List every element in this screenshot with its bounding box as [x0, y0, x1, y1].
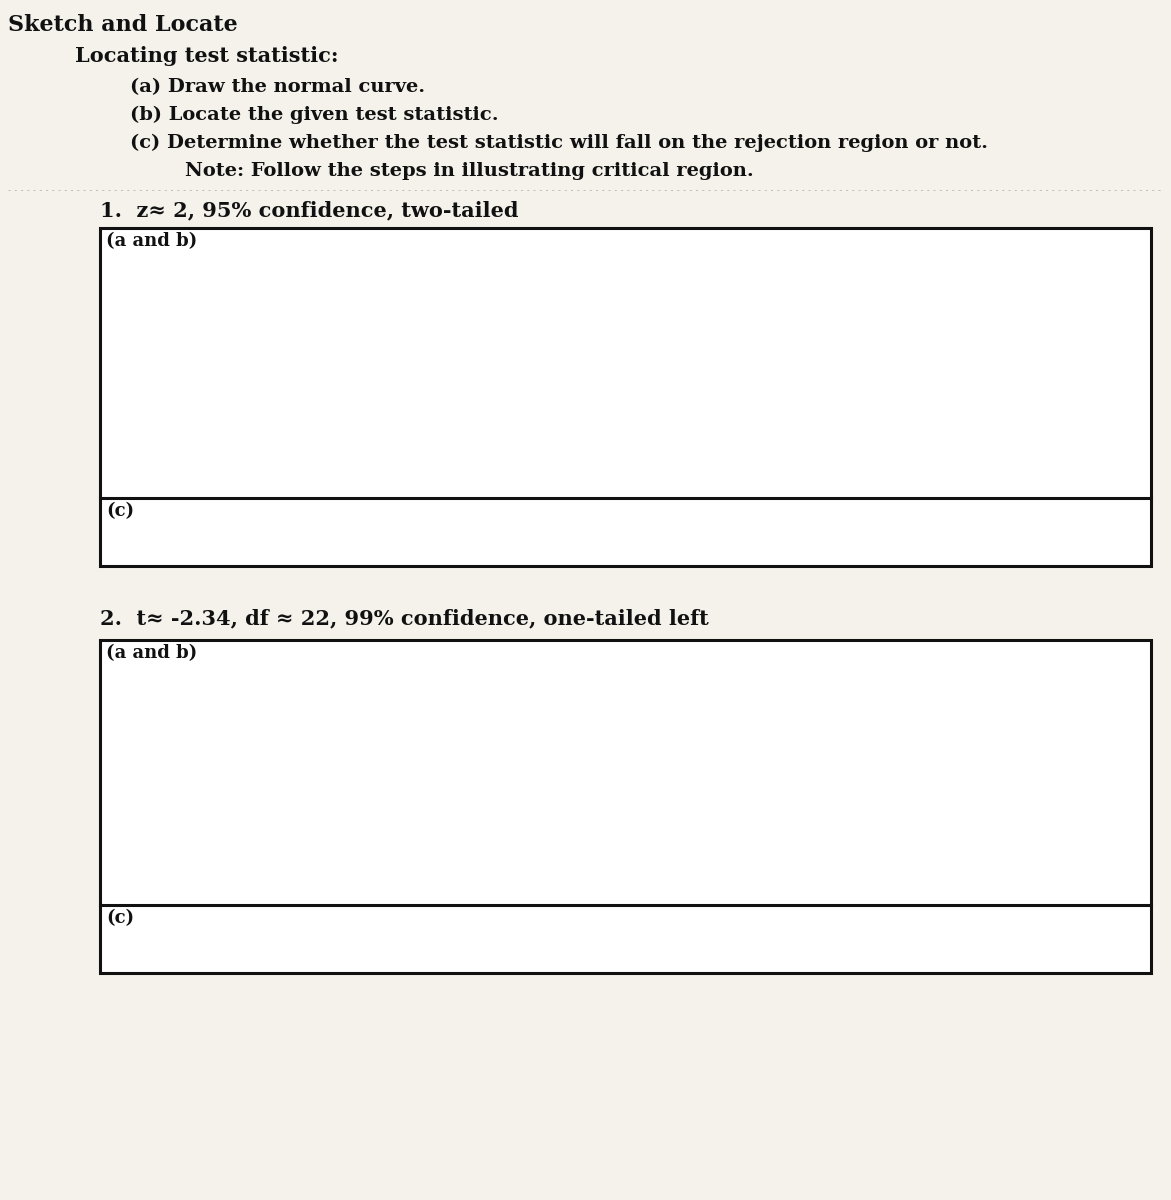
Text: Locating test statistic:: Locating test statistic:: [75, 46, 338, 66]
Text: (c) Determine whether the test statistic will fall on the rejection region or no: (c) Determine whether the test statistic…: [130, 134, 988, 152]
Text: Note: Follow the steps in illustrating critical region.: Note: Follow the steps in illustrating c…: [185, 162, 754, 180]
Text: (a and b): (a and b): [107, 644, 197, 662]
Text: Sketch and Locate: Sketch and Locate: [8, 14, 238, 36]
Text: (c): (c): [107, 910, 135, 926]
Bar: [100, 228, 1151, 566]
Text: 2.  t≈ -2.34, df ≈ 22, 99% confidence, one-tailed left: 2. t≈ -2.34, df ≈ 22, 99% confidence, on…: [100, 608, 708, 628]
Bar: [100, 640, 1151, 973]
Text: (b) Locate the given test statistic.: (b) Locate the given test statistic.: [130, 106, 499, 125]
Text: 1.  z≈ 2, 95% confidence, two-tailed: 1. z≈ 2, 95% confidence, two-tailed: [100, 200, 519, 220]
Text: (c): (c): [107, 502, 135, 520]
Text: (a) Draw the normal curve.: (a) Draw the normal curve.: [130, 78, 425, 96]
Text: (a and b): (a and b): [107, 232, 197, 250]
